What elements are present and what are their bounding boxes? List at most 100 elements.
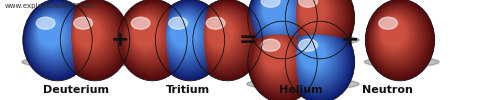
Ellipse shape xyxy=(126,8,174,65)
Ellipse shape xyxy=(36,16,68,52)
Ellipse shape xyxy=(201,9,247,63)
Ellipse shape xyxy=(67,7,118,67)
Ellipse shape xyxy=(298,37,332,76)
Ellipse shape xyxy=(256,0,302,41)
Ellipse shape xyxy=(62,1,128,78)
Ellipse shape xyxy=(169,17,188,29)
Ellipse shape xyxy=(37,17,66,50)
Ellipse shape xyxy=(256,0,304,43)
Ellipse shape xyxy=(60,57,134,67)
Ellipse shape xyxy=(74,17,92,29)
Ellipse shape xyxy=(36,15,69,54)
Ellipse shape xyxy=(300,0,328,28)
Ellipse shape xyxy=(196,3,256,74)
Ellipse shape xyxy=(300,40,326,71)
Ellipse shape xyxy=(302,0,325,25)
Ellipse shape xyxy=(123,5,178,71)
Ellipse shape xyxy=(300,0,326,27)
Ellipse shape xyxy=(251,25,312,96)
Ellipse shape xyxy=(247,79,322,89)
Ellipse shape xyxy=(299,0,330,30)
Ellipse shape xyxy=(290,0,348,51)
Ellipse shape xyxy=(373,8,421,65)
Ellipse shape xyxy=(158,3,219,74)
Ellipse shape xyxy=(257,0,300,40)
Ellipse shape xyxy=(132,17,161,50)
Ellipse shape xyxy=(30,8,78,65)
Ellipse shape xyxy=(61,0,129,80)
Ellipse shape xyxy=(258,0,299,38)
Ellipse shape xyxy=(160,4,218,73)
Ellipse shape xyxy=(254,0,307,47)
Ellipse shape xyxy=(36,17,55,29)
Ellipse shape xyxy=(262,39,291,72)
Ellipse shape xyxy=(154,57,229,67)
Ellipse shape xyxy=(380,17,408,50)
Ellipse shape xyxy=(376,12,416,60)
Ellipse shape xyxy=(64,4,122,73)
Ellipse shape xyxy=(293,0,341,43)
Ellipse shape xyxy=(24,1,90,78)
Ellipse shape xyxy=(31,9,77,63)
Ellipse shape xyxy=(122,4,180,73)
Ellipse shape xyxy=(133,18,159,49)
Ellipse shape xyxy=(293,30,341,87)
Ellipse shape xyxy=(262,0,291,28)
Ellipse shape xyxy=(379,16,410,52)
Ellipse shape xyxy=(166,12,206,60)
Ellipse shape xyxy=(297,0,333,34)
Ellipse shape xyxy=(286,0,354,58)
Ellipse shape xyxy=(287,23,352,100)
Ellipse shape xyxy=(71,12,110,58)
Ellipse shape xyxy=(288,25,349,96)
Ellipse shape xyxy=(194,0,262,80)
Ellipse shape xyxy=(291,28,344,91)
Ellipse shape xyxy=(172,19,195,47)
Ellipse shape xyxy=(130,15,164,54)
Ellipse shape xyxy=(124,6,177,69)
Ellipse shape xyxy=(380,18,406,49)
Ellipse shape xyxy=(297,36,333,78)
Ellipse shape xyxy=(292,0,343,45)
Text: Helium: Helium xyxy=(279,85,323,95)
Ellipse shape xyxy=(206,16,238,52)
Ellipse shape xyxy=(250,0,315,56)
Ellipse shape xyxy=(25,2,88,76)
Ellipse shape xyxy=(170,18,196,49)
Ellipse shape xyxy=(27,4,85,73)
Ellipse shape xyxy=(378,15,412,54)
Ellipse shape xyxy=(368,2,431,76)
Ellipse shape xyxy=(256,31,302,85)
Ellipse shape xyxy=(298,39,318,51)
Ellipse shape xyxy=(166,12,204,58)
Ellipse shape xyxy=(68,9,114,63)
Ellipse shape xyxy=(197,4,255,73)
Ellipse shape xyxy=(203,12,244,60)
Ellipse shape xyxy=(371,6,424,69)
Ellipse shape xyxy=(258,0,297,36)
Ellipse shape xyxy=(367,1,432,78)
Ellipse shape xyxy=(260,36,296,78)
Ellipse shape xyxy=(64,3,124,74)
Ellipse shape xyxy=(200,8,248,65)
Ellipse shape xyxy=(261,38,292,74)
Ellipse shape xyxy=(162,7,213,67)
Ellipse shape xyxy=(288,0,351,54)
Ellipse shape xyxy=(118,0,186,80)
Ellipse shape xyxy=(296,0,335,36)
Text: +: + xyxy=(340,30,359,50)
Ellipse shape xyxy=(370,5,426,71)
Ellipse shape xyxy=(261,39,280,51)
Ellipse shape xyxy=(66,6,120,69)
Ellipse shape xyxy=(252,27,308,93)
Ellipse shape xyxy=(296,34,337,82)
Ellipse shape xyxy=(62,2,126,76)
Ellipse shape xyxy=(70,10,113,62)
Ellipse shape xyxy=(157,1,222,78)
Ellipse shape xyxy=(160,5,216,71)
Ellipse shape xyxy=(124,7,176,67)
Ellipse shape xyxy=(287,0,352,56)
Ellipse shape xyxy=(134,19,158,47)
Ellipse shape xyxy=(256,30,304,87)
Ellipse shape xyxy=(120,2,184,76)
